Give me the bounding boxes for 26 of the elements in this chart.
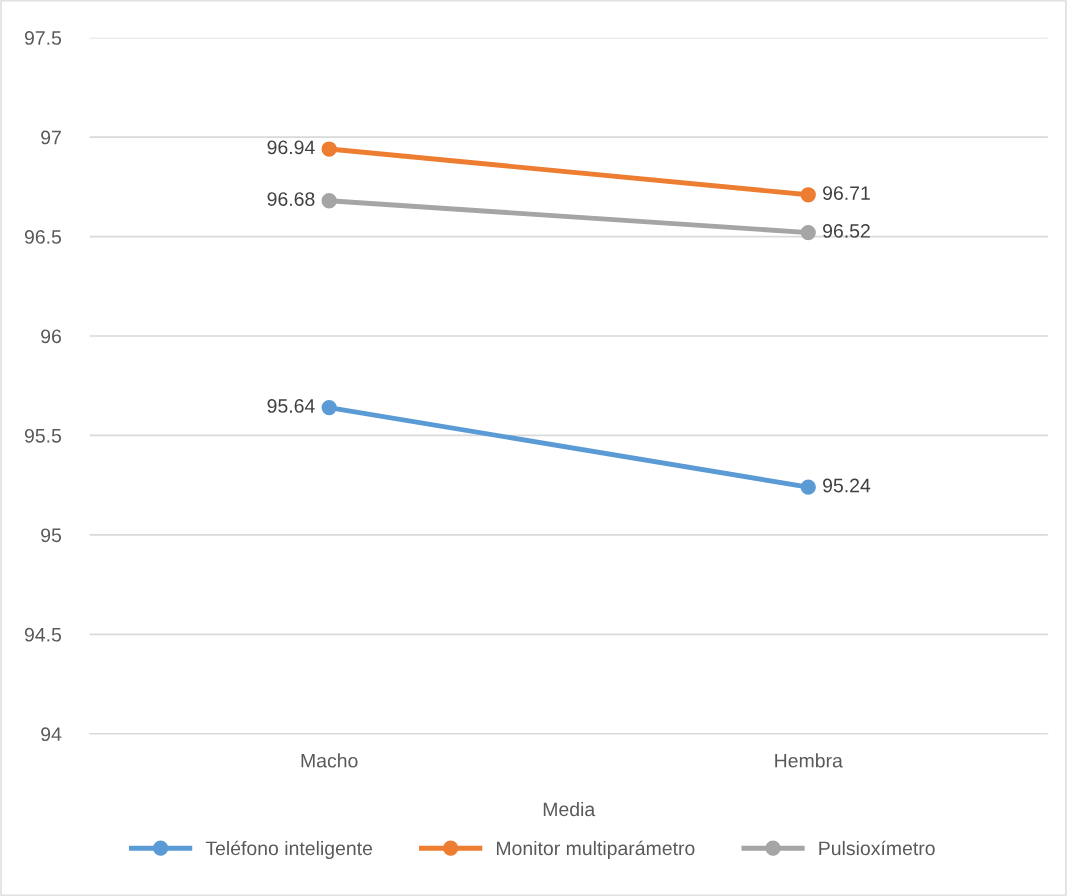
y-tick-label: 97.5 bbox=[24, 31, 62, 45]
x-axis-title: Media bbox=[543, 801, 596, 817]
legend-label: Monitor multiparámetro bbox=[496, 840, 695, 860]
point bbox=[321, 399, 337, 416]
point bbox=[321, 141, 337, 157]
y-tick-label: 95 bbox=[41, 528, 62, 543]
x-tick-label: Macho bbox=[301, 753, 358, 768]
y-tick-label: 95.5 bbox=[24, 428, 62, 443]
legend-label: Pulsioxímetro bbox=[819, 840, 935, 856]
data-label: 96.68 bbox=[267, 192, 315, 206]
y-tick-label: 96.5 bbox=[24, 230, 62, 244]
data-label: 96.94 bbox=[267, 140, 315, 155]
point bbox=[321, 193, 337, 209]
y-tick-label: 94.5 bbox=[24, 627, 62, 642]
point bbox=[800, 479, 816, 495]
x-tick-label: Hembra bbox=[775, 753, 843, 768]
data-label: 96.71 bbox=[823, 186, 870, 200]
data-label: 96.52 bbox=[823, 224, 870, 238]
data-label: 95.64 bbox=[267, 399, 315, 413]
point bbox=[800, 187, 816, 203]
data-label: 95.24 bbox=[823, 478, 871, 493]
legend-label: Teléfono inteligente bbox=[205, 840, 373, 860]
point bbox=[800, 224, 816, 241]
y-tick-label: 96 bbox=[41, 329, 61, 344]
y-tick-label: 94 bbox=[41, 727, 62, 742]
y-tick-label: 97 bbox=[41, 130, 61, 145]
